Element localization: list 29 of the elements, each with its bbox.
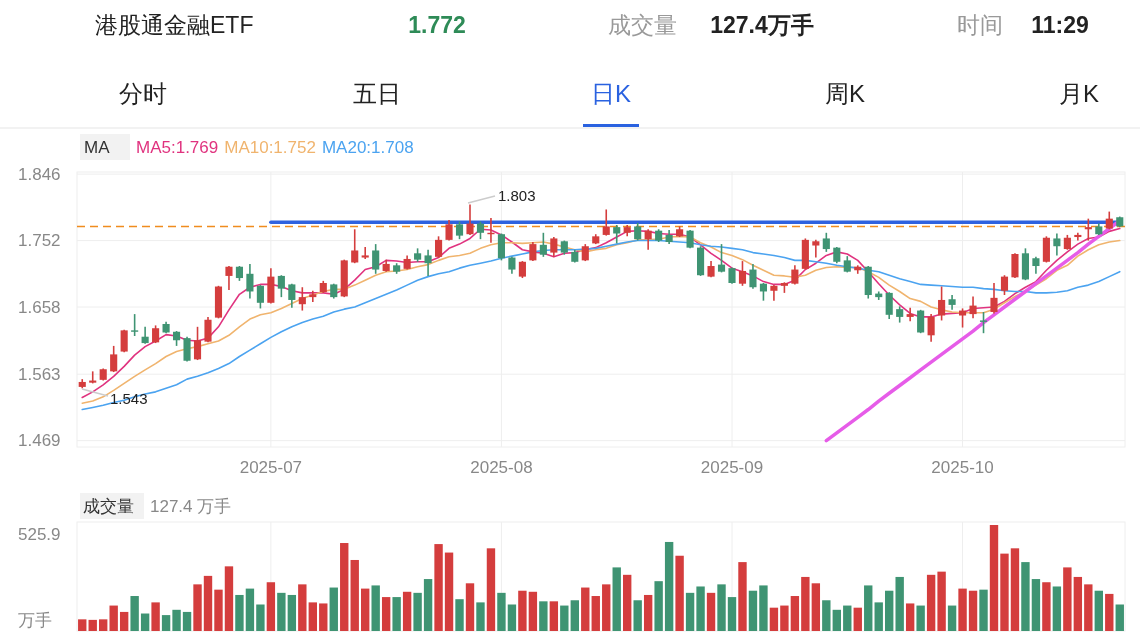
y-tick-label: 1.469 (18, 431, 61, 451)
y-tick-label: 1.752 (18, 231, 61, 251)
chart-subtitle: 127.4 万手 (150, 496, 232, 516)
x-tick-label: 2025-09 (700, 457, 764, 477)
annotation: 1.803 (498, 186, 536, 204)
text: 127.4万手 (710, 12, 814, 38)
text: 525.9 (18, 524, 61, 544)
y-tick-label: 1.563 (18, 364, 61, 384)
text: 成交量 (607, 12, 677, 38)
text: 分时 (119, 79, 167, 107)
text: 周K (824, 79, 866, 107)
x-tick-label: 2025-08 (470, 457, 533, 477)
y-axis-title: 万手 (18, 610, 52, 630)
text: 五日 (353, 79, 401, 107)
text: MA10:1.752 (224, 137, 316, 157)
y-tick-label: 1.846 (18, 164, 61, 184)
x-tick-label: 2025-10 (931, 457, 994, 477)
text: 日K (590, 79, 632, 107)
text: MA20:1.708 (321, 137, 414, 157)
chart-title: 成交量 (83, 496, 134, 516)
y-tick-label: 1.658 (18, 297, 61, 317)
legend-title: MA (84, 137, 111, 157)
chart-title: 港股通金融ETF (95, 12, 254, 38)
text: 1.772 (408, 12, 466, 38)
text: 月K (1058, 79, 1100, 107)
x-tick-label: 2025-07 (239, 457, 303, 477)
text: MA5:1.769 (136, 137, 219, 157)
text: 11:29 (1031, 12, 1089, 38)
text: 时间 (957, 12, 1003, 38)
